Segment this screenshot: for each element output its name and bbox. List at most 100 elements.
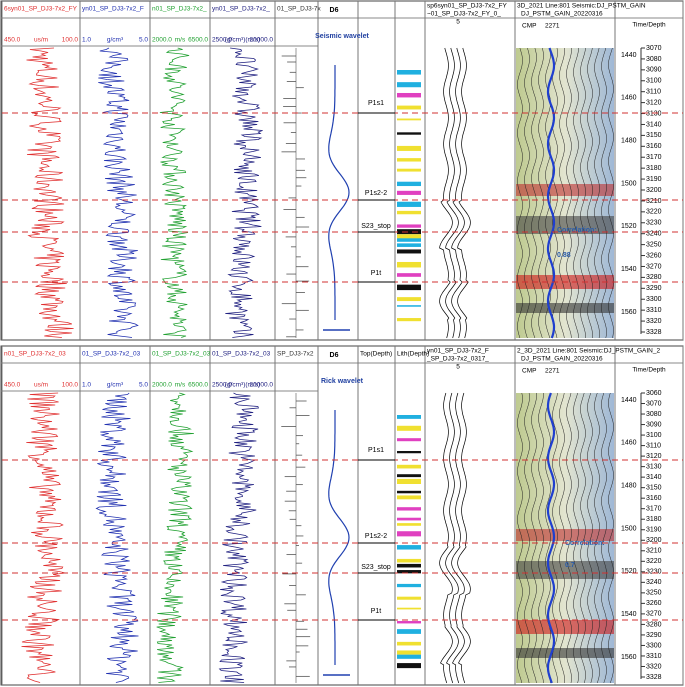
seismic-trace xyxy=(587,392,593,684)
lith-band xyxy=(397,234,421,240)
track-header: n01_SP_DJ3-7x2_ xyxy=(152,6,207,13)
depth-label: 3270 xyxy=(646,611,662,618)
synthetic-trace xyxy=(445,392,459,684)
time-label: 1540 xyxy=(621,611,637,618)
well-title: D6 xyxy=(330,7,339,14)
column-header: Top(Depth) xyxy=(360,351,392,358)
track-header: 6syn01_SP_DJ3-7x2_FY xyxy=(4,6,78,13)
lith-band xyxy=(397,415,421,419)
seismic-trace xyxy=(580,47,586,338)
synthetic-header: sp6syn01_SP_DJ3-7x2_FY xyxy=(427,3,508,10)
scale-unit: us/m xyxy=(34,37,48,44)
seismic-event xyxy=(516,216,614,234)
lith-band xyxy=(397,621,421,624)
depth-label: 3260 xyxy=(646,600,662,607)
panel: n01_SP_DJ3-7x2_03 01_SP_DJ3-7x2_03 01_SP_D… xyxy=(0,345,684,686)
depth-label: 3060 xyxy=(646,390,662,397)
log-curve xyxy=(159,47,190,338)
tied-trace xyxy=(546,392,556,684)
wavelet xyxy=(328,410,350,665)
horizon-label: P1t xyxy=(371,270,382,277)
lith-band xyxy=(397,118,421,121)
depth-label: 3300 xyxy=(646,642,662,649)
depth-label: 3080 xyxy=(646,56,662,63)
depth-label: 3280 xyxy=(646,621,662,628)
seismic-trace xyxy=(594,392,600,684)
scale-max: 100.0 xyxy=(62,37,79,44)
seismic-trace xyxy=(524,47,530,339)
scale-unit: g/cm³ xyxy=(107,37,124,44)
depth-label: 3090 xyxy=(646,67,662,74)
wavelet-label: Seismic wavelet xyxy=(315,33,369,40)
depth-label: 3328 xyxy=(646,329,662,336)
depth-label: 3320 xyxy=(646,318,662,325)
depth-label: 3140 xyxy=(646,474,662,481)
depth-label: 3130 xyxy=(646,463,662,470)
horizon-label: P1s2-2 xyxy=(365,533,387,540)
horizon-label: S23_stop xyxy=(361,564,391,571)
scale-max: 100.0 xyxy=(62,382,79,389)
depth-label: 3280 xyxy=(646,274,662,281)
scale-max: 5.0 xyxy=(139,382,148,389)
scale-min: 2500.0 xyxy=(212,382,232,389)
depth-label: 3260 xyxy=(646,252,662,259)
lith-band xyxy=(397,438,421,442)
horizon-label: P1t xyxy=(371,608,382,615)
lith-band xyxy=(397,132,421,135)
depth-label: 3240 xyxy=(646,231,662,238)
lith-band xyxy=(397,210,421,215)
scale-min: 450.0 xyxy=(4,382,21,389)
seismic-trace xyxy=(559,392,565,684)
seismic-header: 2271 xyxy=(545,23,560,30)
synthetic-trace xyxy=(445,47,459,339)
lith-band xyxy=(397,517,421,521)
scale-min: 450.0 xyxy=(4,37,21,44)
depth-label: 3240 xyxy=(646,579,662,586)
time-label: 1520 xyxy=(621,223,637,230)
seismic-header: DJ_PSTM_GAIN_20220316 xyxy=(521,356,603,363)
time-depth-header: Time/Depth xyxy=(632,367,666,374)
depth-label: 3200 xyxy=(646,537,662,544)
synthetic-trace xyxy=(439,392,453,684)
seismic-event xyxy=(516,648,614,658)
depth-label: 3210 xyxy=(646,548,662,555)
time-label: 1540 xyxy=(621,266,637,273)
lith-band xyxy=(397,545,421,550)
seismic-event xyxy=(516,303,614,313)
depth-label: 3320 xyxy=(646,663,662,670)
time-depth-header: Time/Depth xyxy=(632,22,666,29)
synthetic-header: 5 xyxy=(456,19,460,26)
log-curve xyxy=(98,47,139,338)
lith-band xyxy=(397,507,421,511)
lith-band xyxy=(397,663,421,669)
lith-band xyxy=(397,297,421,302)
seismic-trace xyxy=(573,47,579,339)
synthetic-trace xyxy=(439,47,453,339)
depth-label: 3230 xyxy=(646,569,662,576)
depth-label: 3290 xyxy=(646,285,662,292)
time-label: 1460 xyxy=(621,440,637,447)
depth-label: 3190 xyxy=(646,527,662,534)
lith-band xyxy=(397,249,421,254)
track-header: 01_SP_DJ3-7x2_03 xyxy=(212,351,271,358)
seismic-event xyxy=(516,529,614,541)
depth-label: 3310 xyxy=(646,307,662,314)
seismic-trace xyxy=(545,392,551,684)
depth-label: 3220 xyxy=(646,558,662,565)
depth-label: 3230 xyxy=(646,220,662,227)
lith-band xyxy=(397,181,421,187)
depth-label: 3120 xyxy=(646,453,662,460)
synthetic-trace xyxy=(457,47,471,339)
panel: 6syn01_SP_DJ3-7x2_FY yn01_SP_DJ3-7x2_F n01… xyxy=(0,0,684,341)
lith-band xyxy=(397,224,421,228)
depth-label: 3110 xyxy=(646,89,661,96)
depth-label: 3310 xyxy=(646,653,662,660)
lith-band xyxy=(397,82,421,88)
time-label: 1500 xyxy=(621,180,637,187)
seismic-header: 2271 xyxy=(545,368,560,375)
time-label: 1440 xyxy=(621,52,637,59)
seismic-trace xyxy=(531,392,537,684)
track-header: 01_SP_DJ3-7x2_03 xyxy=(82,351,141,358)
synthetic-header: yn01_SP_DJ3-7x2_F xyxy=(427,348,489,355)
